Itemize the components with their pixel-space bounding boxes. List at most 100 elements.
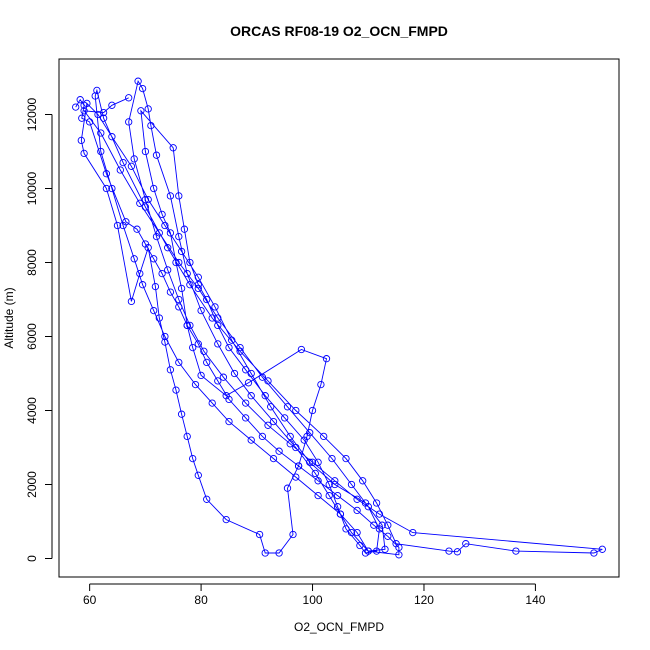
data-point [247, 436, 255, 444]
data-point [108, 101, 116, 109]
data-point [197, 306, 205, 315]
y-tick-label: 10000 [25, 171, 39, 205]
data-point [97, 147, 105, 156]
data-point [364, 503, 372, 511]
data-point [150, 184, 158, 193]
data-point [333, 503, 342, 511]
data-point [269, 454, 278, 463]
data-point [462, 540, 470, 548]
data-point [353, 495, 361, 503]
data-point [325, 491, 333, 500]
data-point [83, 99, 91, 108]
data-point [166, 229, 175, 237]
data-point [150, 255, 158, 263]
data-point [214, 314, 222, 322]
data-point [93, 86, 101, 95]
data-point [127, 162, 136, 170]
data-point [261, 392, 269, 400]
data-point [244, 379, 253, 387]
data-point [512, 547, 520, 555]
data-point [189, 343, 197, 352]
data-point [242, 399, 250, 407]
data-point [186, 321, 194, 330]
data-point [152, 151, 161, 159]
data-point [294, 462, 303, 470]
data-point [175, 295, 183, 304]
data-point [166, 192, 175, 200]
data-point [331, 477, 339, 485]
x-axis-label: O2_OCN_FMPD [294, 620, 384, 634]
data-point [384, 521, 392, 529]
data-point [359, 477, 367, 485]
data-point [164, 244, 172, 252]
data-point [247, 369, 255, 378]
data-point [141, 203, 150, 211]
data-point [197, 371, 205, 380]
data-point [317, 380, 325, 389]
data-point [347, 528, 356, 537]
data-point [219, 373, 228, 381]
data-point [208, 314, 216, 322]
data-point [141, 147, 150, 156]
data-point [225, 343, 233, 352]
data-point [102, 170, 111, 178]
data-point [269, 417, 278, 426]
data-point [247, 392, 255, 400]
data-point [331, 480, 339, 489]
data-point [264, 421, 272, 429]
data-point [85, 118, 94, 126]
data-point [275, 447, 283, 455]
data-point [194, 471, 202, 479]
data-point [289, 530, 297, 539]
data-point [308, 458, 317, 466]
data-point [267, 403, 275, 411]
data-point [255, 530, 264, 539]
data-point [275, 549, 283, 557]
data-point [191, 380, 200, 389]
data-point [314, 477, 322, 485]
y-tick-label: 12000 [25, 97, 39, 131]
data-point [281, 414, 289, 422]
data-point [177, 284, 186, 293]
data-point [166, 288, 175, 296]
data-point [155, 229, 163, 237]
data-point [180, 225, 189, 233]
data-point [286, 440, 294, 448]
data-point [186, 258, 194, 267]
data-point [230, 369, 239, 378]
data-point [189, 454, 197, 463]
data-point [242, 414, 250, 422]
data-point [361, 549, 370, 557]
data-point [445, 547, 453, 555]
data-point [381, 545, 389, 553]
data-point [392, 540, 400, 548]
data-point [370, 521, 378, 529]
data-point [108, 184, 116, 193]
data-point [236, 347, 244, 355]
data-point [80, 149, 88, 158]
data-point [283, 484, 292, 492]
x-tick-label: 140 [525, 593, 545, 607]
data-point [409, 528, 417, 537]
x-tick-label: 120 [414, 593, 434, 607]
data-point [144, 195, 152, 204]
data-point [138, 84, 147, 93]
data-point [353, 528, 361, 537]
data-point [375, 525, 384, 533]
data-point [590, 549, 598, 557]
data-point [99, 114, 108, 122]
data-point [194, 281, 202, 289]
data-point [203, 495, 211, 503]
data-point [333, 491, 342, 500]
data-point [292, 473, 300, 481]
data-point [292, 443, 300, 452]
data-point [80, 107, 88, 115]
data-point [177, 247, 186, 256]
data-point [119, 158, 127, 167]
data-point [175, 358, 183, 367]
series-line [75, 80, 603, 556]
data-point [194, 273, 202, 281]
data-point [102, 184, 111, 193]
data-point [300, 436, 308, 444]
